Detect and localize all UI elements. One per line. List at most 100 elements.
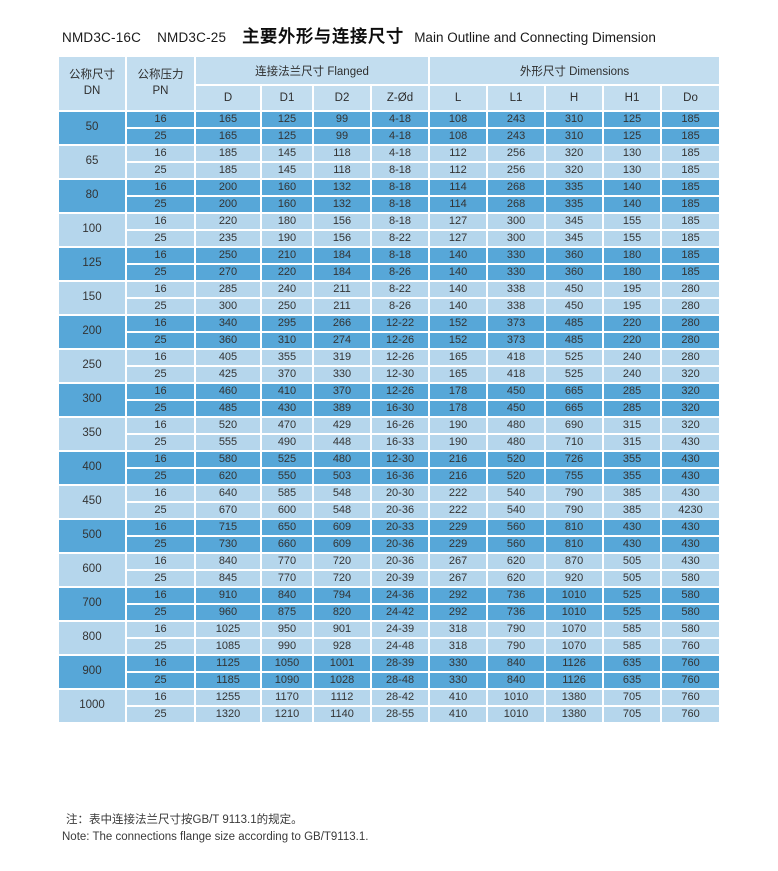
dn-cell: 350 [57,416,127,452]
value-cell: 373 [486,331,547,350]
value-cell: 190 [428,416,489,435]
dn-cell: 450 [57,484,127,520]
value-cell: 200 [194,178,262,197]
value-cell: 385 [602,501,663,520]
model-code-b: NMD3C-25 [157,30,227,45]
value-cell: 268 [486,178,547,197]
value-cell: 450 [486,382,547,401]
value-cell: 185 [194,161,262,180]
value-cell: 114 [428,195,489,214]
value-cell: 620 [486,552,547,571]
value-cell: 790 [486,620,547,639]
value-cell: 338 [486,297,547,316]
value-cell: 410 [260,382,314,401]
value-cell: 12-26 [369,382,431,401]
value-cell: 1125 [194,654,262,673]
value-cell: 665 [544,382,605,401]
table-row: 25 730 660 609 20-36 229 560 810 430 430 [58,535,722,554]
value-cell: 274 [312,331,372,350]
value-cell: 430 [660,518,722,537]
value-cell: 280 [660,331,722,350]
value-cell: 1070 [544,637,605,656]
dn-cell: 150 [57,280,127,316]
value-cell: 4-18 [369,110,431,129]
value-cell: 429 [312,416,372,435]
value-cell: 760 [660,688,722,707]
value-cell: 760 [660,705,722,724]
value-cell: 310 [544,127,605,146]
value-cell: 152 [428,314,489,333]
value-cell: 525 [544,348,605,367]
notes: 注：表中连接法兰尺寸按GB/T 9113.1的规定。 Note: The con… [62,812,368,845]
value-cell: 20-36 [369,501,431,520]
value-cell: 180 [602,246,663,265]
header-col-d: D [194,84,262,112]
table-row: 25 360 310 274 12-26 152 373 485 220 280 [58,331,722,350]
value-cell: 330 [428,654,489,673]
pn-cell: 25 [125,297,196,316]
value-cell: 28-48 [369,671,431,690]
value-cell: 425 [194,365,262,384]
value-cell: 330 [486,246,547,265]
value-cell: 118 [312,161,372,180]
pn-cell: 16 [125,450,196,469]
value-cell: 24-48 [369,637,431,656]
value-cell: 920 [544,569,605,588]
value-cell: 292 [428,603,489,622]
value-cell: 1010 [486,705,547,724]
value-cell: 430 [660,535,722,554]
value-cell: 267 [428,569,489,588]
value-cell: 320 [660,399,722,418]
value-cell: 256 [486,144,547,163]
value-cell: 20-36 [369,535,431,554]
dn-cell: 250 [57,348,127,384]
value-cell: 870 [544,552,605,571]
value-cell: 8-18 [369,212,431,231]
value-cell: 450 [544,280,605,299]
header-col-d2: D2 [312,84,372,112]
header-pn: 公称压力 PN [125,55,196,112]
value-cell: 185 [194,144,262,163]
value-cell: 585 [260,484,314,503]
value-cell: 165 [428,365,489,384]
value-cell: 901 [312,620,372,639]
value-cell: 520 [194,416,262,435]
pn-cell: 25 [125,569,196,588]
value-cell: 840 [486,654,547,673]
value-cell: 340 [194,314,262,333]
table-row: 25 1085 990 928 24-48 318 790 1070 585 760 [58,637,722,656]
dn-cell: 700 [57,586,127,622]
value-cell: 430 [602,535,663,554]
value-cell: 140 [428,246,489,265]
value-cell: 330 [428,671,489,690]
value-cell: 127 [428,229,489,248]
value-cell: 770 [260,569,314,588]
value-cell: 280 [660,297,722,316]
value-cell: 1090 [260,671,314,690]
value-cell: 389 [312,399,372,418]
table-row: 25 235 190 156 8-22 127 300 345 155 185 [58,229,722,248]
pn-cell: 25 [125,263,196,282]
value-cell: 345 [544,212,605,231]
value-cell: 211 [312,297,372,316]
header-pn-cn: 公称压力 [137,68,184,81]
value-cell: 250 [260,297,314,316]
pn-cell: 16 [125,688,196,707]
header-col-l1: L1 [486,84,547,112]
value-cell: 1185 [194,671,262,690]
value-cell: 548 [312,501,372,520]
value-cell: 1170 [260,688,314,707]
table-row: 150 16 285 240 211 8-22 140 338 450 195 280 [57,280,722,316]
value-cell: 220 [194,212,262,231]
value-cell: 160 [260,178,314,197]
value-cell: 145 [260,161,314,180]
value-cell: 520 [486,467,547,486]
value-cell: 736 [486,586,547,605]
header-col-h: H [544,84,605,112]
value-cell: 580 [660,603,722,622]
table-row: 25 1185 1090 1028 28-48 330 840 1126 635 760 [58,671,722,690]
value-cell: 665 [544,399,605,418]
value-cell: 292 [428,586,489,605]
value-cell: 480 [312,450,372,469]
value-cell: 736 [486,603,547,622]
